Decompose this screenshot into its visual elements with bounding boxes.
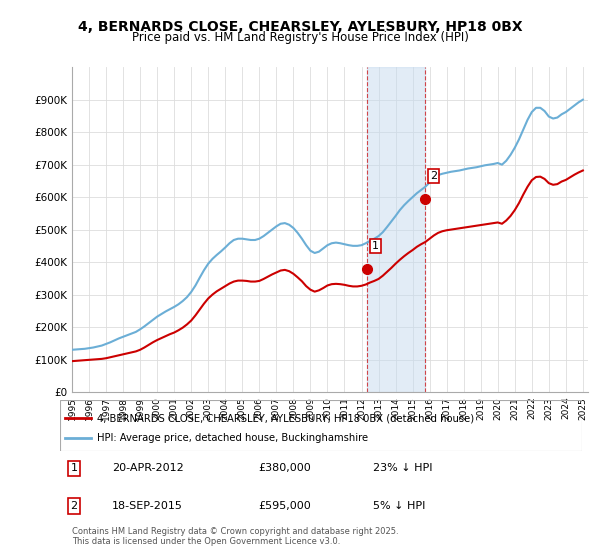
Text: 2: 2: [70, 501, 77, 511]
Text: 1: 1: [70, 463, 77, 473]
Text: Contains HM Land Registry data © Crown copyright and database right 2025.
This d: Contains HM Land Registry data © Crown c…: [72, 526, 398, 546]
Text: 23% ↓ HPI: 23% ↓ HPI: [373, 463, 433, 473]
Text: HPI: Average price, detached house, Buckinghamshire: HPI: Average price, detached house, Buck…: [97, 433, 368, 443]
Text: £380,000: £380,000: [259, 463, 311, 473]
Bar: [367, 67, 425, 392]
Text: 4, BERNARDS CLOSE, CHEARSLEY, AYLESBURY, HP18 0BX (detached house): 4, BERNARDS CLOSE, CHEARSLEY, AYLESBURY,…: [97, 413, 473, 423]
Text: £595,000: £595,000: [259, 501, 311, 511]
Text: 1: 1: [372, 241, 379, 251]
Text: 18-SEP-2015: 18-SEP-2015: [112, 501, 183, 511]
Text: Price paid vs. HM Land Registry's House Price Index (HPI): Price paid vs. HM Land Registry's House …: [131, 31, 469, 44]
Text: 2: 2: [430, 171, 437, 181]
Text: 4, BERNARDS CLOSE, CHEARSLEY, AYLESBURY, HP18 0BX: 4, BERNARDS CLOSE, CHEARSLEY, AYLESBURY,…: [77, 20, 523, 34]
Text: 20-APR-2012: 20-APR-2012: [112, 463, 184, 473]
Text: 5% ↓ HPI: 5% ↓ HPI: [373, 501, 425, 511]
